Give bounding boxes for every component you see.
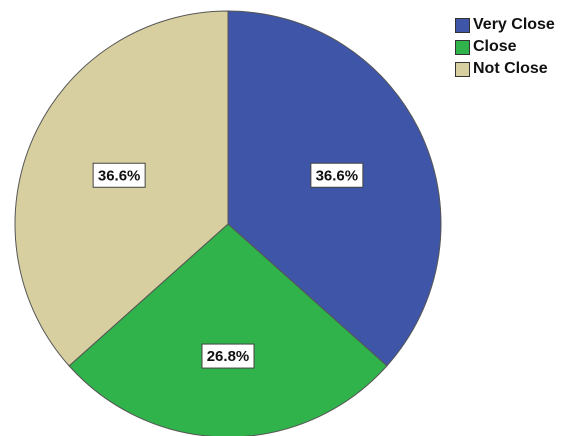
- pie-slices: [14, 10, 442, 436]
- pie-slice-very-close: [227, 10, 442, 367]
- pie-slice-not-close: [14, 10, 229, 367]
- data-label-text: 36.6%: [316, 167, 359, 184]
- legend-item-not-close: Not Close: [455, 58, 555, 80]
- chart-legend: Very Close Close Not Close: [455, 14, 555, 80]
- legend-label-very-close: Very Close: [473, 16, 555, 33]
- legend-item-close: Close: [455, 36, 555, 58]
- data-label-text: 26.8%: [207, 348, 250, 365]
- legend-swatch-close: [455, 39, 470, 55]
- legend-label-close: Close: [473, 38, 517, 55]
- pie-slice-close: [68, 223, 388, 436]
- legend-swatch-not-close: [455, 61, 470, 77]
- data-label-box: [92, 162, 146, 188]
- data-label-text: 36.6%: [98, 167, 141, 184]
- pie-data-labels: 36.6% 26.8% 36.6%: [92, 162, 364, 369]
- data-label-box: [310, 162, 364, 188]
- data-label-very-close: 36.6%: [310, 162, 364, 188]
- data-label-box: [201, 343, 255, 369]
- legend-item-very-close: Very Close: [455, 14, 555, 36]
- data-label-not-close: 36.6%: [92, 162, 146, 188]
- legend-swatch-very-close: [455, 17, 470, 33]
- data-label-close: 26.8%: [201, 343, 255, 369]
- legend-label-not-close: Not Close: [473, 60, 548, 77]
